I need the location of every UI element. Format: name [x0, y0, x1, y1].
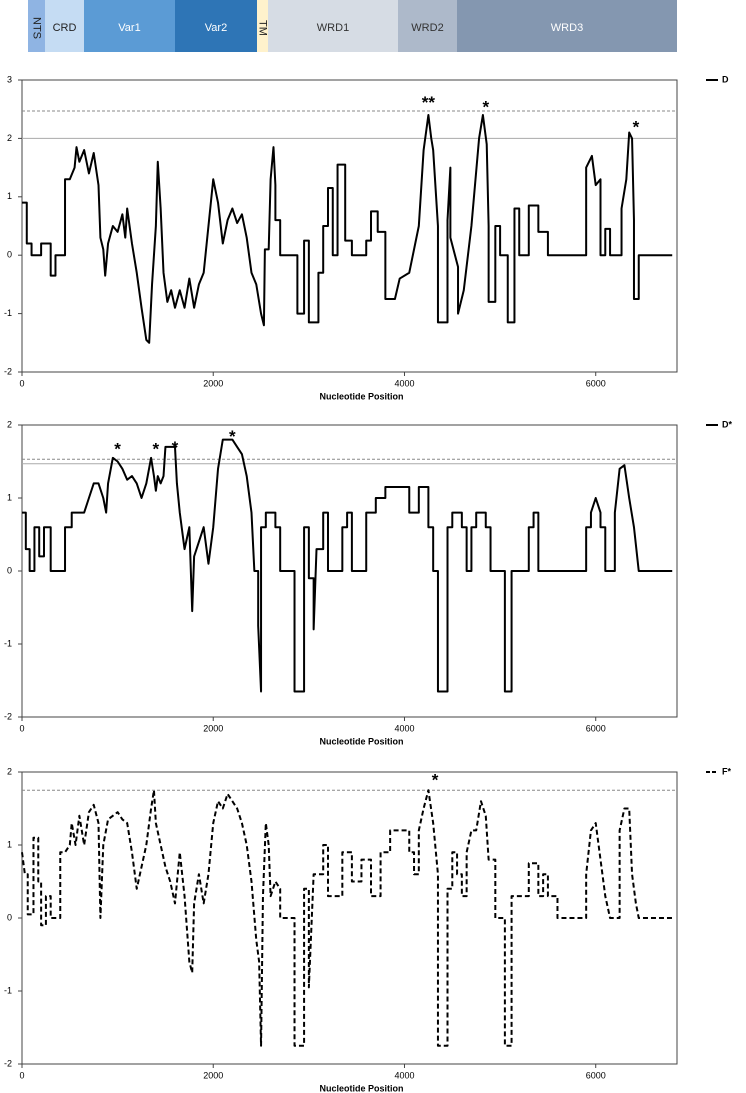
data-line	[21, 789, 673, 1047]
y-tick-label: 1	[7, 492, 12, 502]
x-tick-label: 0	[19, 378, 24, 388]
y-tick-label: -1	[4, 638, 12, 648]
y-tick-label: 1	[7, 839, 12, 849]
domain-label: Var1	[118, 22, 140, 34]
annotation: *	[114, 439, 121, 458]
legend-label: D	[722, 74, 729, 84]
y-tick-label: -1	[4, 308, 12, 318]
y-tick-label: -2	[4, 366, 12, 376]
y-tick-label: 2	[7, 766, 12, 776]
domain-block	[28, 0, 45, 52]
y-tick-label: 0	[7, 250, 12, 260]
data-line	[22, 438, 673, 693]
legend-label: D*	[722, 419, 732, 429]
x-tick-label: 6000	[586, 378, 606, 388]
y-tick-label: 2	[7, 419, 12, 429]
y-tick-label: 2	[7, 133, 12, 143]
x-tick-label: 0	[19, 723, 24, 733]
domain-label: NTS	[31, 17, 43, 39]
annotation: *	[633, 118, 640, 137]
x-axis-label: Nucleotide Position	[319, 391, 403, 401]
domain-block	[268, 0, 398, 52]
x-axis-label: Nucleotide Position	[319, 736, 403, 746]
annotation: *	[482, 97, 489, 116]
x-tick-label: 2000	[203, 723, 223, 733]
legend-label: F*	[722, 766, 731, 776]
x-axis-label: Nucleotide Position	[319, 1083, 403, 1093]
annotation: *	[432, 770, 439, 789]
y-tick-label: -2	[4, 1058, 12, 1068]
y-tick-label: 1	[7, 191, 12, 201]
x-tick-label: 2000	[203, 1070, 223, 1080]
domain-label: WRD1	[317, 22, 349, 34]
y-tick-label: -1	[4, 985, 12, 995]
annotation: *	[229, 427, 236, 446]
domain-label: WRD3	[551, 22, 583, 34]
domain-label: Var2	[205, 22, 227, 34]
domain-block	[175, 0, 257, 52]
x-tick-label: 6000	[586, 723, 606, 733]
x-tick-label: 4000	[394, 378, 414, 388]
domain-label: WRD2	[411, 22, 443, 34]
domain-block	[84, 0, 175, 52]
domain-block	[257, 0, 268, 52]
x-tick-label: 4000	[394, 723, 414, 733]
x-tick-label: 2000	[203, 378, 223, 388]
x-tick-label: 4000	[394, 1070, 414, 1080]
domain-block	[457, 0, 677, 52]
plot-frame	[21, 79, 678, 373]
y-tick-label: 0	[7, 565, 12, 575]
x-tick-label: 0	[19, 1070, 24, 1080]
domain-block	[45, 0, 84, 52]
y-tick-label: 3	[7, 74, 12, 84]
annotation: *	[153, 439, 160, 458]
domain-label: TM	[257, 20, 269, 36]
y-tick-label: 0	[7, 912, 12, 922]
x-tick-label: 6000	[586, 1070, 606, 1080]
y-tick-label: -2	[4, 711, 12, 721]
annotation: *	[172, 438, 179, 457]
annotation: **	[422, 93, 436, 112]
domain-label: CRD	[53, 22, 77, 34]
domain-block	[398, 0, 457, 52]
data-line	[22, 114, 673, 344]
